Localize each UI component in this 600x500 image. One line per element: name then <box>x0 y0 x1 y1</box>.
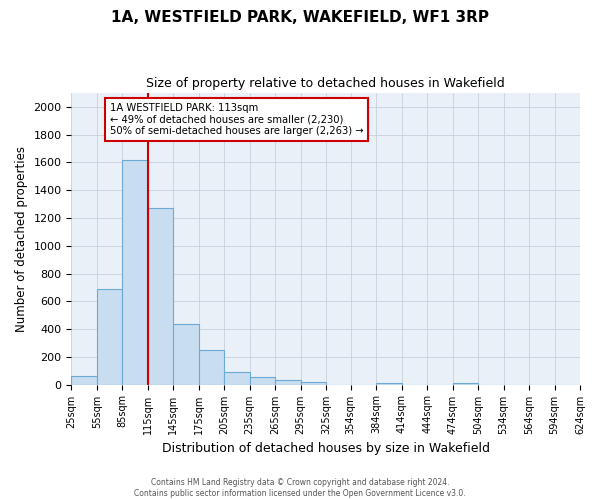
Bar <box>173 324 199 384</box>
Text: Contains HM Land Registry data © Crown copyright and database right 2024.
Contai: Contains HM Land Registry data © Crown c… <box>134 478 466 498</box>
Title: Size of property relative to detached houses in Wakefield: Size of property relative to detached ho… <box>146 78 505 90</box>
Bar <box>97 289 122 384</box>
Bar <box>122 160 148 384</box>
Bar <box>250 378 275 384</box>
Y-axis label: Number of detached properties: Number of detached properties <box>15 146 28 332</box>
Bar <box>275 380 301 384</box>
Bar <box>224 372 250 384</box>
Bar <box>71 376 97 384</box>
Bar <box>199 350 224 384</box>
Bar <box>301 382 326 384</box>
Bar <box>148 208 173 384</box>
X-axis label: Distribution of detached houses by size in Wakefield: Distribution of detached houses by size … <box>162 442 490 455</box>
Bar <box>376 383 401 384</box>
Text: 1A WESTFIELD PARK: 113sqm
← 49% of detached houses are smaller (2,230)
50% of se: 1A WESTFIELD PARK: 113sqm ← 49% of detac… <box>110 104 363 136</box>
Text: 1A, WESTFIELD PARK, WAKEFIELD, WF1 3RP: 1A, WESTFIELD PARK, WAKEFIELD, WF1 3RP <box>111 10 489 25</box>
